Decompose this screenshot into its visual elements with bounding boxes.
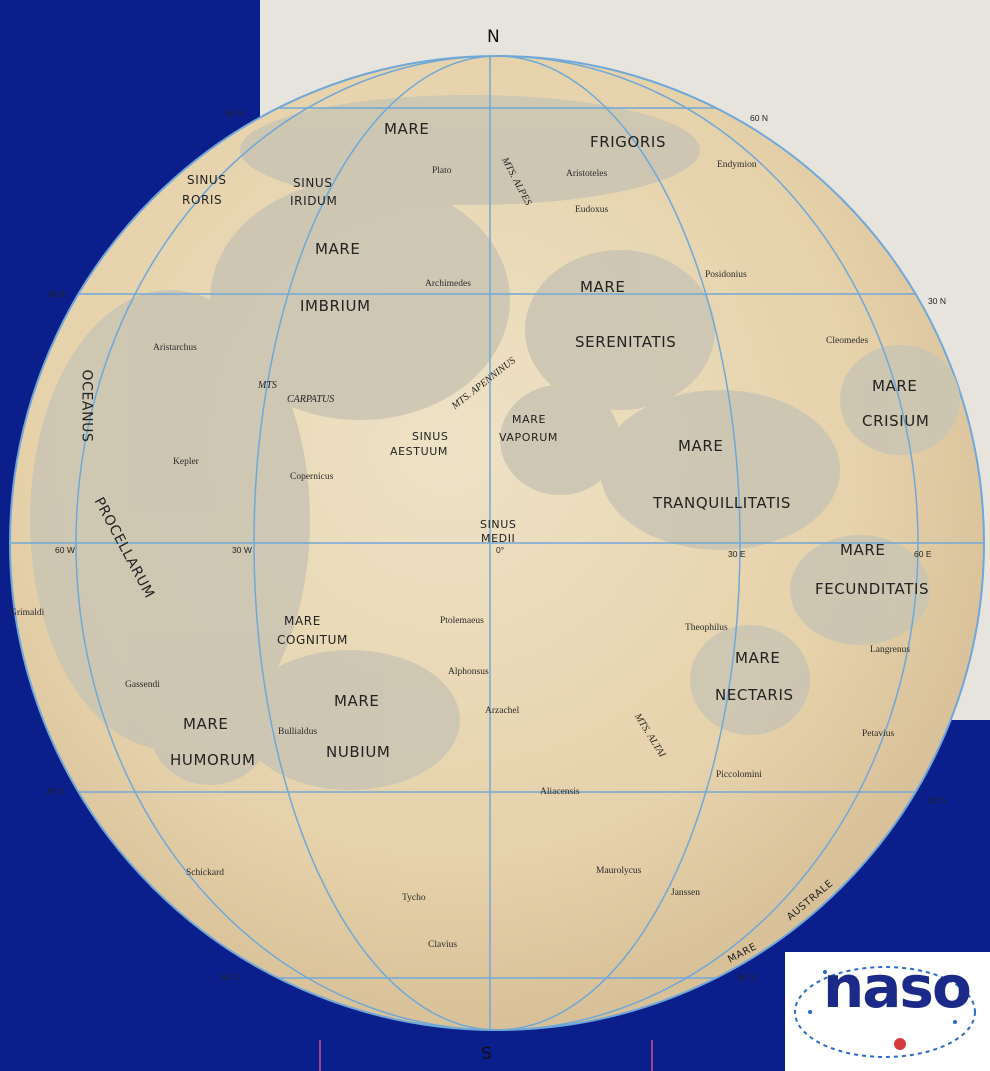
crater-plato: Plato bbox=[432, 166, 452, 176]
grid-label-60e: 60 E bbox=[914, 549, 932, 559]
grid-label-60n-east: 60 N bbox=[750, 113, 768, 123]
crater-copernicus: Copernicus bbox=[290, 472, 334, 482]
mare-imbrium-label-1: MARE bbox=[315, 240, 361, 258]
crater-piccolomini: Piccolomini bbox=[716, 770, 762, 780]
sinus-iridum-label-2: IRIDUM bbox=[290, 194, 338, 208]
crater-schickard: Schickard bbox=[186, 868, 224, 878]
crater-maurolycus: Maurolycus bbox=[596, 866, 642, 876]
mts-carpatus-label-1: MTS bbox=[258, 380, 277, 391]
sinus-medii-label-1: SINUS bbox=[480, 518, 517, 531]
grid-label-30s-east: 30 S bbox=[928, 795, 946, 805]
crater-tycho: Tycho bbox=[402, 893, 426, 903]
crater-kepler: Kepler bbox=[173, 457, 199, 467]
mare-frigoris-label-1: MARE bbox=[384, 120, 430, 138]
north-pole-label: N bbox=[487, 27, 500, 47]
crater-posidonius: Posidonius bbox=[705, 270, 747, 280]
mare-crisium-label-2: CRISIUM bbox=[862, 412, 930, 430]
mare-nectaris-label-1: MARE bbox=[735, 649, 781, 667]
mare-crisium-label-1: MARE bbox=[872, 377, 918, 395]
crater-alphonsus: Alphonsus bbox=[448, 667, 489, 677]
mare-nubium-label-1: MARE bbox=[334, 692, 380, 710]
crater-gassendi: Gassendi bbox=[125, 680, 160, 690]
grid-label-30e: 30 E bbox=[728, 549, 746, 559]
mare-tranquillitatis-label-2: TRANQUILLITATIS bbox=[653, 494, 792, 512]
crater-eudoxus: Eudoxus bbox=[575, 205, 609, 215]
grid-label-30s-west: 30 S bbox=[46, 786, 64, 796]
mare-cognitum-label-2: COGNITUM bbox=[277, 633, 348, 647]
grid-label-30n-west: 30 N bbox=[47, 289, 65, 299]
crater-janssen: Janssen bbox=[671, 888, 701, 898]
mare-frigoris-label-2: FRIGORIS bbox=[590, 133, 667, 151]
mare-serenitatis-label-1: MARE bbox=[580, 278, 626, 296]
mare-serenitatis-label-2: SERENITATIS bbox=[575, 333, 677, 351]
crater-theophilus: Theophilus bbox=[685, 623, 728, 633]
grid-label-60s-east: 60 S bbox=[738, 972, 756, 982]
crater-langrenus: Langrenus bbox=[870, 645, 911, 655]
logo-orbit bbox=[794, 966, 976, 1058]
grid-label-0: 0° bbox=[496, 545, 505, 555]
grid-label-30w: 30 W bbox=[232, 545, 252, 555]
oceanus-label: OCEANUS bbox=[78, 369, 95, 443]
crater-aristoteles: Aristoteles bbox=[566, 169, 608, 179]
mare-imbrium-label-2: IMBRIUM bbox=[300, 297, 371, 315]
grid-label-60n-west: 60 N bbox=[226, 108, 244, 118]
sinus-roris-label-2: RORIS bbox=[182, 193, 223, 207]
mare-fecunditatis-label-1: MARE bbox=[840, 541, 886, 559]
frame-ticks bbox=[319, 1040, 653, 1071]
crater-arzachel: Arzachel bbox=[485, 706, 520, 716]
crater-bullialdus: Bullialdus bbox=[278, 727, 318, 737]
sinus-iridum-label-1: SINUS bbox=[293, 176, 333, 190]
mare-fecunditatis-label-2: FECUNDITATIS bbox=[815, 580, 930, 598]
sinus-aestuum-label-2: AESTUUM bbox=[390, 445, 448, 458]
sinus-medii-label-2: MEDII bbox=[481, 532, 516, 545]
crater-cleomedes: Cleomedes bbox=[826, 336, 869, 346]
crater-archimedes: Archimedes bbox=[425, 279, 471, 289]
crater-grimaldi: Grimaldi bbox=[10, 608, 45, 618]
mare-humorum-label-1: MARE bbox=[183, 715, 229, 733]
mare-humorum-label-2: HUMORUM bbox=[170, 751, 256, 769]
grid-label-60w: 60 W bbox=[55, 545, 75, 555]
crater-endymion: Endymion bbox=[717, 160, 757, 170]
sinus-aestuum-label-1: SINUS bbox=[412, 430, 449, 443]
mare-nectaris-label-2: NECTARIS bbox=[715, 686, 794, 704]
south-pole-label: S bbox=[481, 1044, 492, 1064]
mare-nubium-label-2: NUBIUM bbox=[326, 743, 391, 761]
sinus-roris-label-1: SINUS bbox=[187, 173, 227, 187]
crater-petavius: Petavius bbox=[862, 729, 895, 739]
crater-clavius: Clavius bbox=[428, 940, 458, 950]
crater-aristarchus: Aristarchus bbox=[153, 343, 197, 353]
mts-carpatus-label-2: CARPATUS bbox=[287, 394, 335, 405]
crater-aliacensis: Aliacensis bbox=[540, 787, 580, 797]
crater-ptolemaeus: Ptolemaeus bbox=[440, 616, 484, 626]
naso-logo: naso bbox=[785, 952, 990, 1071]
mare-vaporum-label-1: MARE bbox=[512, 413, 547, 426]
grid-label-60s-west: 60 S bbox=[221, 972, 239, 982]
mare-tranquillitatis-label-1: MARE bbox=[678, 437, 724, 455]
logo-text: naso bbox=[823, 953, 972, 1021]
mare-vaporum-label-2: VAPORUM bbox=[499, 431, 559, 444]
grid-label-30n-east: 30 N bbox=[928, 296, 946, 306]
mare-cognitum-label-1: MARE bbox=[284, 614, 321, 628]
